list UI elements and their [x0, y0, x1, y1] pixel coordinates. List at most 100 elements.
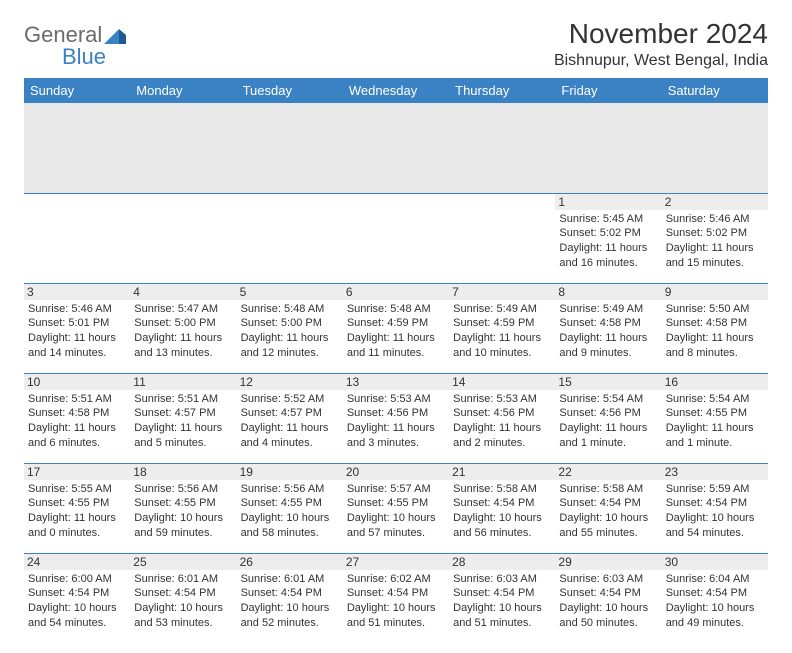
sunset-text: Sunset: 4:56 PM [347, 406, 445, 421]
daylight-text: Daylight: 11 hours and 10 minutes. [453, 331, 551, 361]
daylight-text: Daylight: 10 hours and 56 minutes. [453, 511, 551, 541]
day-number: 7 [449, 284, 555, 300]
sunrise-text: Sunrise: 5:49 AM [453, 302, 551, 317]
weekday-header: Saturday [662, 78, 768, 103]
sunrise-text: Sunrise: 5:50 AM [666, 302, 764, 317]
sunset-text: Sunset: 4:58 PM [666, 316, 764, 331]
day-details: Sunrise: 6:01 AMSunset: 4:54 PMDaylight:… [134, 572, 232, 631]
sunrise-text: Sunrise: 5:58 AM [559, 482, 657, 497]
day-number: 12 [237, 374, 343, 390]
sunset-text: Sunset: 4:54 PM [453, 496, 551, 511]
sunrise-text: Sunrise: 5:49 AM [559, 302, 657, 317]
day-number: 28 [449, 554, 555, 570]
calendar-cell: . [449, 193, 555, 283]
sunset-text: Sunset: 4:57 PM [134, 406, 232, 421]
daylight-text: Daylight: 10 hours and 51 minutes. [347, 601, 445, 631]
day-details: Sunrise: 5:48 AMSunset: 5:00 PMDaylight:… [241, 302, 339, 361]
day-details: Sunrise: 5:46 AMSunset: 5:02 PMDaylight:… [666, 212, 764, 271]
day-details: Sunrise: 6:03 AMSunset: 4:54 PMDaylight:… [453, 572, 551, 631]
daylight-text: Daylight: 10 hours and 55 minutes. [559, 511, 657, 541]
weekday-header: Tuesday [237, 78, 343, 103]
calendar-cell: . [130, 193, 236, 283]
sunrise-text: Sunrise: 5:48 AM [347, 302, 445, 317]
day-number: 11 [130, 374, 236, 390]
day-number: 21 [449, 464, 555, 480]
sunrise-text: Sunrise: 6:02 AM [347, 572, 445, 587]
day-details: Sunrise: 5:51 AMSunset: 4:58 PMDaylight:… [28, 392, 126, 451]
brand-text-2: Blue [62, 44, 106, 69]
sunset-text: Sunset: 4:56 PM [559, 406, 657, 421]
calendar-cell: 25Sunrise: 6:01 AMSunset: 4:54 PMDayligh… [130, 553, 236, 643]
daylight-text: Daylight: 11 hours and 12 minutes. [241, 331, 339, 361]
day-number: 18 [130, 464, 236, 480]
day-details: Sunrise: 6:01 AMSunset: 4:54 PMDaylight:… [241, 572, 339, 631]
daylight-text: Daylight: 10 hours and 54 minutes. [666, 511, 764, 541]
sunset-text: Sunset: 5:00 PM [241, 316, 339, 331]
calendar-week: 24Sunrise: 6:00 AMSunset: 4:54 PMDayligh… [24, 553, 768, 643]
sunset-text: Sunset: 4:56 PM [453, 406, 551, 421]
sunset-text: Sunset: 4:54 PM [241, 586, 339, 601]
sunrise-text: Sunrise: 5:55 AM [28, 482, 126, 497]
day-details: Sunrise: 5:49 AMSunset: 4:59 PMDaylight:… [453, 302, 551, 361]
daylight-text: Daylight: 10 hours and 52 minutes. [241, 601, 339, 631]
calendar-cell: 1Sunrise: 5:45 AMSunset: 5:02 PMDaylight… [555, 193, 661, 283]
weekday-header: Sunday [24, 78, 130, 103]
calendar-cell: 29Sunrise: 6:03 AMSunset: 4:54 PMDayligh… [555, 553, 661, 643]
day-details: Sunrise: 6:00 AMSunset: 4:54 PMDaylight:… [28, 572, 126, 631]
day-details: Sunrise: 5:52 AMSunset: 4:57 PMDaylight:… [241, 392, 339, 451]
header: GeneralBlue November 2024 Bishnupur, Wes… [24, 18, 768, 70]
day-details: Sunrise: 5:55 AMSunset: 4:55 PMDaylight:… [28, 482, 126, 541]
calendar-week: .....1Sunrise: 5:45 AMSunset: 5:02 PMDay… [24, 193, 768, 283]
weekday-header: Wednesday [343, 78, 449, 103]
calendar-cell: . [24, 193, 130, 283]
calendar-cell: 2 Sunrise: 5:46 AMSunset: 5:02 PMDaylight… [662, 193, 768, 283]
daylight-text: Daylight: 10 hours and 50 minutes. [559, 601, 657, 631]
day-details: Sunrise: 5:58 AMSunset: 4:54 PMDaylight:… [559, 482, 657, 541]
daylight-text: Daylight: 11 hours and 9 minutes. [559, 331, 657, 361]
day-details: Sunrise: 5:56 AMSunset: 4:55 PMDaylight:… [134, 482, 232, 541]
daylight-text: Daylight: 11 hours and 13 minutes. [134, 331, 232, 361]
sunset-text: Sunset: 4:54 PM [453, 586, 551, 601]
daylight-text: Daylight: 11 hours and 11 minutes. [347, 331, 445, 361]
sunrise-text: Sunrise: 5:58 AM [453, 482, 551, 497]
daylight-text: Daylight: 11 hours and 8 minutes. [666, 331, 764, 361]
sunrise-text: Sunrise: 5:56 AM [241, 482, 339, 497]
day-number: 8 [555, 284, 661, 300]
sunset-text: Sunset: 4:57 PM [241, 406, 339, 421]
day-details: Sunrise: 6:04 AMSunset: 4:54 PMDaylight:… [666, 572, 764, 631]
sunrise-text: Sunrise: 5:56 AM [134, 482, 232, 497]
brand-triangle-icon [104, 26, 126, 44]
weekday-header: Monday [130, 78, 236, 103]
day-details: Sunrise: 5:54 AMSunset: 4:56 PMDaylight:… [559, 392, 657, 451]
calendar-head: SundayMondayTuesdayWednesdayThursdayFrid… [24, 78, 768, 103]
day-number: 24 [24, 554, 130, 570]
calendar-week: 10Sunrise: 5:51 AMSunset: 4:58 PMDayligh… [24, 373, 768, 463]
daylight-text: Daylight: 10 hours and 54 minutes. [28, 601, 126, 631]
calendar-cell: 11Sunrise: 5:51 AMSunset: 4:57 PMDayligh… [130, 373, 236, 463]
daylight-text: Daylight: 10 hours and 59 minutes. [134, 511, 232, 541]
calendar-cell: 9Sunrise: 5:50 AMSunset: 4:58 PMDaylight… [662, 283, 768, 373]
sunrise-text: Sunrise: 5:46 AM [666, 212, 764, 227]
sunrise-text: Sunrise: 5:52 AM [241, 392, 339, 407]
sunset-text: Sunset: 4:54 PM [28, 586, 126, 601]
calendar-cell: 18 Sunrise: 5:56 AMSunset: 4:55 PMDayligh… [130, 463, 236, 553]
sunset-text: Sunset: 5:02 PM [559, 226, 657, 241]
sunset-text: Sunset: 4:55 PM [28, 496, 126, 511]
day-details: Sunrise: 5:46 AMSunset: 5:01 PMDaylight:… [28, 302, 126, 361]
sunrise-text: Sunrise: 5:47 AM [134, 302, 232, 317]
daylight-text: Daylight: 11 hours and 16 minutes. [559, 241, 657, 271]
calendar-cell: 5Sunrise: 5:48 AMSunset: 5:00 PMDaylight… [237, 283, 343, 373]
calendar-cell: 3Sunrise: 5:46 AMSunset: 5:01 PMDaylight… [24, 283, 130, 373]
day-details: Sunrise: 5:53 AMSunset: 4:56 PMDaylight:… [347, 392, 445, 451]
sunset-text: Sunset: 5:01 PM [28, 316, 126, 331]
calendar-cell: 12 Sunrise: 5:52 AMSunset: 4:57 PMDayligh… [237, 373, 343, 463]
day-details: Sunrise: 5:47 AMSunset: 5:00 PMDaylight:… [134, 302, 232, 361]
sunrise-text: Sunrise: 6:04 AM [666, 572, 764, 587]
daylight-text: Daylight: 11 hours and 4 minutes. [241, 421, 339, 451]
day-number: 4 [130, 284, 236, 300]
sunrise-text: Sunrise: 6:01 AM [134, 572, 232, 587]
sunrise-text: Sunrise: 6:00 AM [28, 572, 126, 587]
sunrise-text: Sunrise: 5:53 AM [347, 392, 445, 407]
day-number: 2 [662, 194, 768, 210]
day-number: 22 [555, 464, 661, 480]
